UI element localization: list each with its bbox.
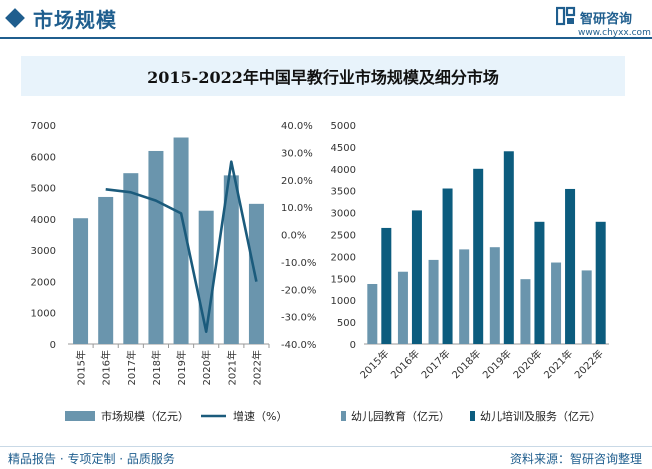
bar-market-size (73, 218, 89, 344)
x2-tick-label: 2017年 (418, 347, 452, 381)
bar-infant-training-services (381, 227, 392, 344)
bar-market-size (148, 150, 164, 344)
x2-tick-label: 2018年 (449, 347, 483, 381)
chart-title: 2015-2022年中国早教行业市场规模及细分市场 (147, 68, 499, 87)
x-tick-label: 2015年 (75, 350, 88, 385)
bar-infant-training-services (442, 188, 453, 344)
x-tick-label: 2022年 (250, 350, 263, 385)
y-right-tick-label: 10.0% (281, 203, 313, 214)
y2-tick-label: 3000 (331, 209, 356, 220)
y2-tick-label: 500 (337, 318, 356, 329)
legend-swatch-training-services (470, 411, 475, 421)
growth-rate-line (105, 160, 258, 333)
chart-area: 2015-2022年中国早教行业市场规模及细分市场 0 1000 2000 3000 4… (21, 56, 625, 440)
bar-kindergarten-education (520, 279, 531, 344)
legend-swatch-market-size (65, 411, 95, 421)
page-header: 市场规模 智研咨询 www.chyxx.com (0, 0, 652, 40)
y-right-tick-label: 40.0% (281, 121, 313, 132)
legend-label-kindergarten: 幼儿园教育（亿元） (351, 409, 450, 423)
header-divider (0, 37, 652, 39)
charts-svg: 01000200030004000500060007000-40.0%-30.0… (31, 121, 609, 423)
footer-slogan: 精品报告 · 专项定制 · 品质服务 (8, 452, 175, 466)
y-left-tick-label: 6000 (31, 152, 56, 163)
x2-tick-label: 2019年 (480, 347, 514, 381)
y2-tick-label: 2500 (331, 231, 356, 242)
y-left-tick-label: 4000 (31, 215, 56, 226)
x2-tick-label: 2022年 (572, 347, 606, 381)
bar-market-size (248, 203, 264, 344)
brand-name: 智研咨询 (580, 12, 633, 27)
footer-divider (0, 446, 652, 447)
y-right-tick-label: 30.0% (281, 148, 313, 159)
y-left-tick-label: 1000 (31, 309, 56, 320)
legend-label-growth-rate: 增速（%） (233, 409, 287, 423)
y-left-tick-label: 5000 (31, 184, 56, 195)
y-left-tick-label: 2000 (31, 277, 56, 288)
bar-kindergarten-education (459, 249, 470, 344)
x-tick-label: 2016年 (100, 350, 113, 385)
y2-tick-label: 4000 (331, 165, 356, 176)
y2-tick-label: 4500 (331, 143, 356, 154)
y2-tick-label: 0 (350, 340, 356, 351)
bar-kindergarten-education (581, 270, 592, 344)
bar-infant-training-services (534, 221, 545, 344)
x-tick-label: 2018年 (150, 350, 163, 385)
bar-infant-training-services (565, 188, 576, 344)
legend-label-training-services: 幼儿培训及服务（亿元） (480, 409, 601, 423)
bar-infant-training-services (411, 210, 422, 344)
y2-tick-label: 1000 (331, 296, 356, 307)
y2-tick-label: 5000 (331, 121, 356, 132)
y-left-tick-label: 7000 (31, 121, 56, 132)
brand-logo: 智研咨询 www.chyxx.com (556, 5, 651, 38)
y-left-tick-label: 3000 (31, 246, 56, 257)
x-tick-label: 2019年 (175, 350, 188, 385)
bar-kindergarten-education (367, 283, 378, 344)
y-right-tick-label: -30.0% (281, 313, 316, 324)
x-tick-label: 2017年 (125, 350, 138, 385)
x2-tick-label: 2021年 (541, 347, 575, 381)
legend-label-market-size: 市场规模（亿元） (101, 409, 189, 423)
chart-title-bar: 2015-2022年中国早教行业市场规模及细分市场 (21, 56, 625, 96)
bar-market-size (223, 175, 239, 344)
bar-market-size (123, 173, 139, 344)
bar-market-size (173, 137, 189, 344)
y2-tick-label: 2000 (331, 252, 356, 263)
x2-tick-label: 2020年 (510, 347, 544, 381)
x-tick-label: 2020年 (200, 350, 213, 385)
y-right-tick-label: -40.0% (281, 340, 316, 351)
bar-kindergarten-education (397, 271, 408, 344)
page-footer: 精品报告 · 专项定制 · 品质服务 资料来源：智研咨询整理 (0, 446, 652, 469)
y-right-tick-label: 20.0% (281, 176, 313, 187)
y2-tick-label: 1500 (331, 274, 356, 285)
x-tick-label: 2021年 (225, 350, 238, 385)
x2-tick-label: 2015年 (357, 347, 391, 381)
bar-infant-training-services (503, 151, 514, 344)
bar-infant-training-services (473, 168, 484, 344)
brand-url: www.chyxx.com (578, 28, 651, 38)
x2-tick-label: 2016年 (388, 347, 422, 381)
bar-kindergarten-education (489, 247, 500, 344)
page-title: 市场规模 (33, 8, 117, 32)
y-left-tick-label: 0 (50, 340, 56, 351)
diamond-icon (5, 8, 25, 28)
y2-tick-label: 3500 (331, 187, 356, 198)
y-right-tick-label: -20.0% (281, 285, 316, 296)
bar-kindergarten-education (428, 259, 439, 344)
bar-kindergarten-education (551, 262, 562, 344)
legend-swatch-kindergarten (341, 411, 346, 421)
footer-source: 资料来源：智研咨询整理 (509, 452, 642, 466)
bar-market-size (98, 196, 114, 344)
y-right-tick-label: -10.0% (281, 258, 316, 269)
zhiyan-logo-icon (556, 6, 576, 26)
y-right-tick-label: 0.0% (281, 231, 306, 242)
bar-infant-training-services (595, 221, 606, 344)
